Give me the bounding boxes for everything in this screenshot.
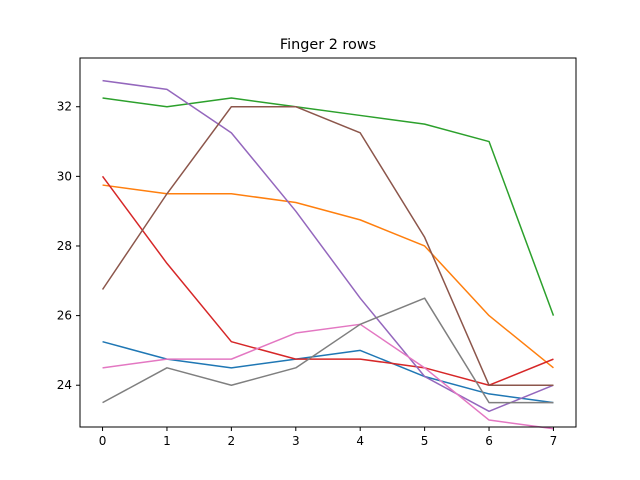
x-tick-label: 7 [550,434,558,448]
series-line-7 [102,323,554,430]
x-tick-label: 2 [228,434,236,448]
x-tick-label: 3 [292,434,300,448]
series-line-2 [102,184,554,369]
plot-frame [79,57,577,428]
y-tick-label: 32 [57,100,72,114]
x-tick-label: 6 [485,434,493,448]
chart-title: Finger 2 rows [280,37,376,53]
series-lines [101,79,555,430]
y-tick-label: 30 [57,169,72,183]
x-tick-label: 1 [163,434,171,448]
series-line-1 [102,340,554,404]
x-tick-label: 4 [356,434,364,448]
y-axis: 24 26 28 30 32 [57,100,80,392]
y-tick-label: 26 [57,309,72,323]
series-line-5 [102,79,554,413]
series-line-8 [102,297,554,404]
y-tick-label: 28 [57,239,72,253]
series-line-3 [102,97,555,316]
series-line-4 [101,175,554,386]
x-tick-label: 0 [99,434,107,448]
x-tick-label: 5 [421,434,429,448]
series-line-6 [101,105,554,386]
y-tick-label: 24 [57,378,72,392]
x-axis: 0 1 2 3 4 5 6 7 [99,427,558,448]
